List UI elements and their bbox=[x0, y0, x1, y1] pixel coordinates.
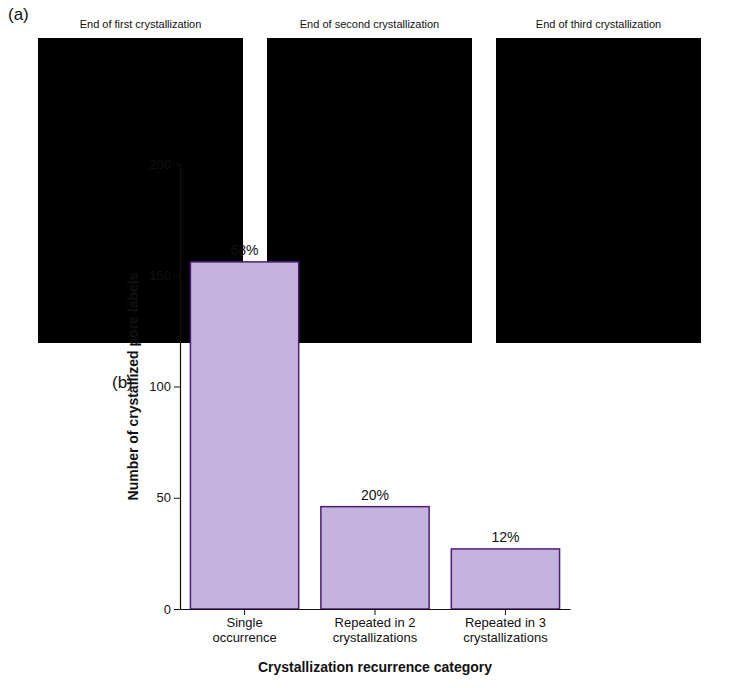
tick: Repeated in 3crystallizations bbox=[463, 609, 548, 645]
micrograph bbox=[496, 38, 701, 343]
x-axis: Singleoccurrence Repeated in 2crystalliza… bbox=[181, 609, 571, 645]
tick: 200 bbox=[149, 157, 180, 172]
bar bbox=[451, 549, 559, 609]
bar-annotation: 68% bbox=[231, 242, 259, 258]
image-title: End of third crystallization bbox=[536, 18, 661, 30]
tick-mark bbox=[375, 609, 376, 615]
tick-mark bbox=[244, 609, 245, 615]
bar-annotation: 20% bbox=[361, 487, 389, 503]
tick: 150 bbox=[149, 268, 180, 283]
tick-mark bbox=[174, 609, 180, 610]
tick-mark bbox=[174, 275, 180, 276]
bars bbox=[190, 262, 559, 609]
panel-label: (a) bbox=[8, 5, 29, 24]
figure: (a) End of first crystallization End of se… bbox=[0, 0, 750, 688]
tick: 100 bbox=[149, 379, 180, 394]
tick-label: Repeated in 3crystallizations bbox=[463, 615, 548, 645]
tick-mark bbox=[174, 498, 180, 499]
y-axis: 0 50 100 150 200 bbox=[149, 157, 180, 617]
tick: Repeated in 2crystallizations bbox=[333, 609, 418, 645]
tick-label: Repeated in 2crystallizations bbox=[333, 615, 418, 645]
annotations: 68% 20% 12% bbox=[231, 242, 520, 545]
image-title: End of first crystallization bbox=[80, 18, 202, 30]
bar bbox=[321, 507, 429, 609]
tick: 0 bbox=[164, 602, 180, 617]
tick-label: 200 bbox=[149, 157, 171, 172]
axis-line bbox=[180, 165, 181, 610]
tick-label: 0 bbox=[164, 602, 171, 617]
tick-label: Singleoccurrence bbox=[212, 615, 276, 645]
tick-label: 100 bbox=[149, 379, 171, 394]
tick-label: 50 bbox=[157, 490, 171, 505]
y-axis-title: Number of crystallized pore labels bbox=[125, 272, 141, 500]
tick: 50 bbox=[157, 490, 180, 505]
x-axis-title: Crystallization recurrence category bbox=[258, 659, 492, 675]
tick-mark bbox=[505, 609, 506, 615]
bar bbox=[190, 262, 298, 609]
tick-mark bbox=[174, 164, 180, 165]
tick-label: 150 bbox=[149, 268, 171, 283]
bar-annotation: 12% bbox=[491, 529, 519, 545]
image-title: End of second crystallization bbox=[300, 18, 439, 30]
tick: Singleoccurrence bbox=[212, 609, 276, 645]
tick-mark bbox=[174, 387, 180, 388]
